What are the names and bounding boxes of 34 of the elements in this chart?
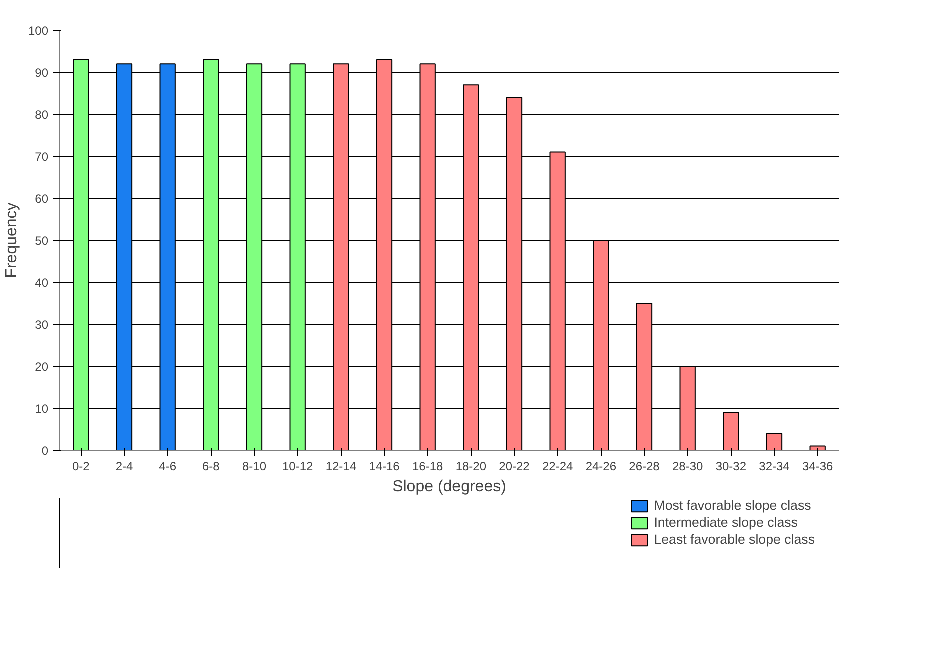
legend-label: Most favorable slope class — [654, 498, 812, 513]
y-tick-label: 60 — [35, 192, 49, 206]
y-tick-label: 40 — [35, 276, 49, 290]
x-tick-label: 20-22 — [499, 460, 530, 474]
y-tick-label: 50 — [35, 234, 49, 248]
x-tick-label: 8-10 — [242, 460, 267, 474]
y-tick-label: 30 — [35, 318, 49, 332]
x-tick-label: 18-20 — [456, 460, 487, 474]
x-tick-label: 14-16 — [369, 460, 400, 474]
y-tick-label: 80 — [35, 108, 49, 122]
y-tick-label: 20 — [35, 360, 49, 374]
legend-label: Least favorable slope class — [654, 532, 815, 547]
y-tick-label: 100 — [28, 24, 49, 38]
x-tick-label: 10-12 — [282, 460, 314, 474]
x-tick-label: 28-30 — [672, 460, 704, 474]
x-tick-label: 24-26 — [586, 460, 617, 474]
y-axis-title: Frequency — [3, 202, 20, 278]
x-tick-label: 4-6 — [159, 460, 177, 474]
x-tick-label: 22-24 — [542, 460, 574, 474]
x-tick-label: 30-32 — [716, 460, 747, 474]
x-tick-label: 16-18 — [412, 460, 444, 474]
legend-label: Intermediate slope class — [654, 515, 798, 530]
x-tick-label: 26-28 — [629, 460, 660, 474]
x-tick-label: 34-36 — [802, 460, 834, 474]
x-tick-label: 32-34 — [759, 460, 790, 474]
x-tick-label: 0-2 — [72, 460, 90, 474]
y-tick-label: 70 — [35, 150, 49, 164]
x-tick-label: 2-4 — [116, 460, 134, 474]
y-tick-label: 90 — [35, 66, 49, 80]
x-axis-title: Slope (degrees) — [392, 478, 506, 496]
y-tick-label: 0 — [42, 444, 49, 458]
x-tick-label: 6-8 — [202, 460, 220, 474]
y-tick-label: 10 — [35, 402, 49, 416]
x-tick-label: 12-14 — [326, 460, 357, 474]
